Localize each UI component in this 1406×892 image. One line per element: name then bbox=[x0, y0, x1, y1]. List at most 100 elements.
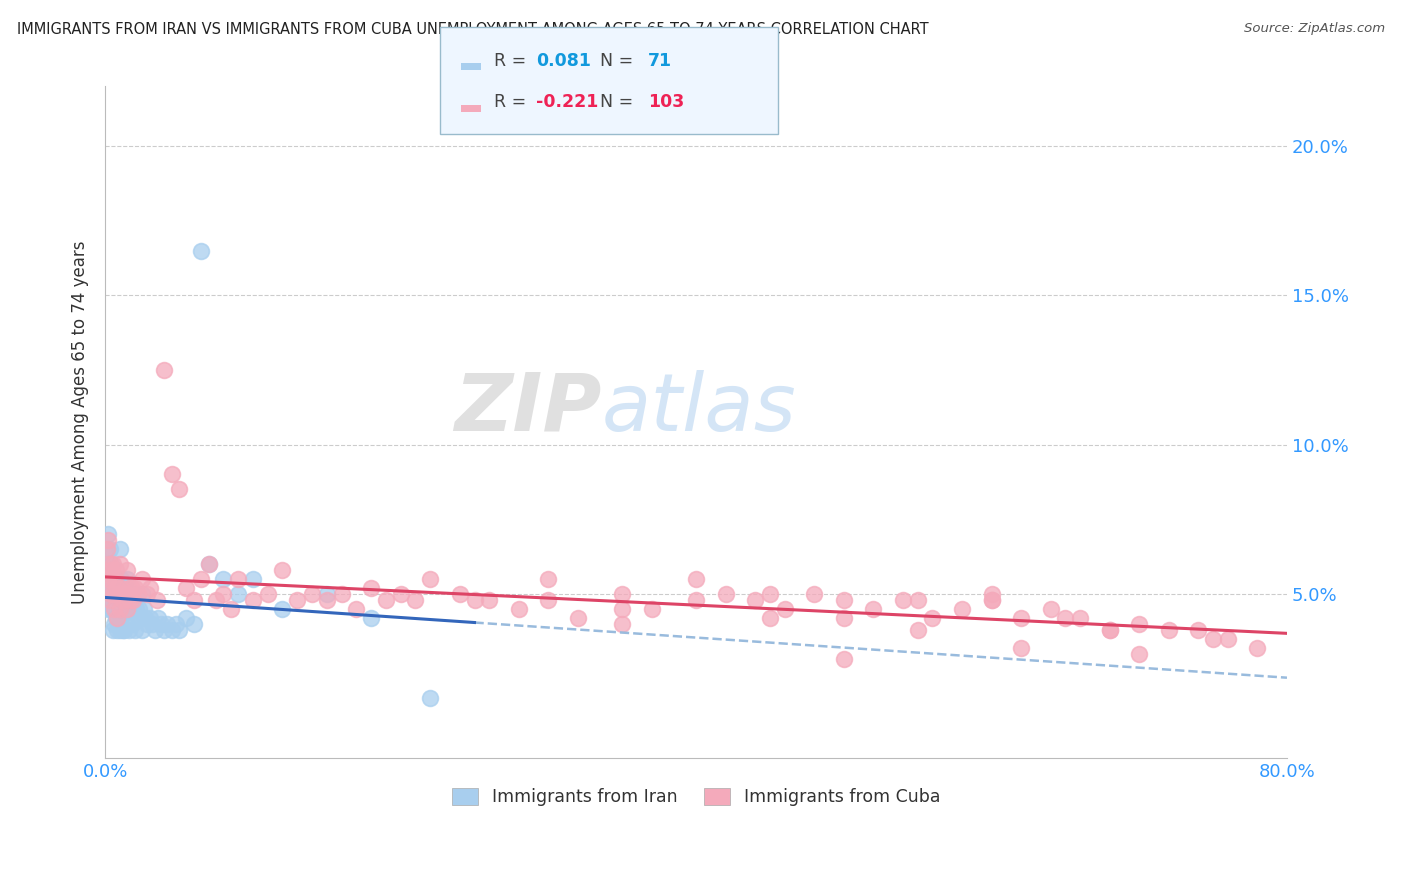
Point bbox=[118, 581, 141, 595]
Point bbox=[641, 601, 664, 615]
Point bbox=[107, 587, 129, 601]
Point bbox=[101, 557, 124, 571]
Point bbox=[131, 587, 153, 601]
Point bbox=[97, 527, 120, 541]
Point bbox=[537, 592, 560, 607]
Point bbox=[96, 587, 118, 601]
Point bbox=[183, 616, 205, 631]
Point bbox=[950, 601, 973, 615]
Point bbox=[891, 592, 914, 607]
Text: N =: N = bbox=[589, 52, 638, 70]
Point bbox=[129, 610, 152, 624]
Point bbox=[121, 581, 143, 595]
Point bbox=[120, 601, 142, 615]
Point bbox=[98, 557, 121, 571]
Point bbox=[124, 623, 146, 637]
Point bbox=[128, 601, 150, 615]
Point bbox=[921, 610, 943, 624]
Point bbox=[115, 601, 138, 615]
Point bbox=[135, 616, 157, 631]
Point bbox=[146, 592, 169, 607]
Point bbox=[108, 623, 131, 637]
Point bbox=[134, 610, 156, 624]
Point bbox=[105, 623, 128, 637]
Point bbox=[285, 592, 308, 607]
Point bbox=[197, 557, 219, 571]
Point bbox=[685, 592, 707, 607]
Point bbox=[121, 587, 143, 601]
Point bbox=[138, 581, 160, 595]
Point bbox=[1202, 632, 1225, 646]
Point bbox=[98, 592, 121, 607]
Point bbox=[103, 572, 125, 586]
Point bbox=[100, 563, 122, 577]
Point bbox=[117, 616, 139, 631]
Point bbox=[100, 557, 122, 571]
Point bbox=[124, 581, 146, 595]
Point bbox=[242, 592, 264, 607]
Point bbox=[111, 623, 134, 637]
Point bbox=[685, 572, 707, 586]
Point bbox=[97, 533, 120, 547]
Point bbox=[360, 610, 382, 624]
Point bbox=[389, 587, 412, 601]
Point bbox=[104, 610, 127, 624]
Text: ZIP: ZIP bbox=[454, 370, 602, 448]
Point bbox=[773, 601, 796, 615]
Y-axis label: Unemployment Among Ages 65 to 74 years: Unemployment Among Ages 65 to 74 years bbox=[72, 241, 89, 604]
Point bbox=[219, 601, 242, 615]
Point bbox=[759, 610, 782, 624]
Point bbox=[1128, 616, 1150, 631]
Point bbox=[105, 581, 128, 595]
Point bbox=[212, 572, 235, 586]
Point bbox=[1098, 623, 1121, 637]
Point bbox=[478, 592, 501, 607]
Point bbox=[360, 581, 382, 595]
Point bbox=[907, 592, 929, 607]
Point bbox=[108, 557, 131, 571]
Legend: Immigrants from Iran, Immigrants from Cuba: Immigrants from Iran, Immigrants from Cu… bbox=[446, 781, 948, 814]
Point bbox=[242, 572, 264, 586]
Text: 71: 71 bbox=[648, 52, 672, 70]
Point bbox=[96, 572, 118, 586]
Point bbox=[419, 572, 441, 586]
Point bbox=[190, 572, 212, 586]
Point bbox=[122, 592, 145, 607]
Point bbox=[714, 587, 737, 601]
Point bbox=[96, 542, 118, 557]
Point bbox=[226, 587, 249, 601]
Point bbox=[419, 691, 441, 706]
Point bbox=[118, 623, 141, 637]
Point bbox=[105, 587, 128, 601]
Point bbox=[124, 587, 146, 601]
Point bbox=[567, 610, 589, 624]
Point bbox=[153, 623, 176, 637]
Point bbox=[271, 563, 294, 577]
Point bbox=[156, 616, 179, 631]
Point bbox=[127, 610, 149, 624]
Point bbox=[103, 601, 125, 615]
Point bbox=[97, 601, 120, 615]
Point bbox=[271, 601, 294, 615]
Point bbox=[315, 587, 337, 601]
Point bbox=[127, 587, 149, 601]
Point bbox=[344, 601, 367, 615]
Point bbox=[132, 601, 155, 615]
Point bbox=[110, 572, 132, 586]
Text: IMMIGRANTS FROM IRAN VS IMMIGRANTS FROM CUBA UNEMPLOYMENT AMONG AGES 65 TO 74 YE: IMMIGRANTS FROM IRAN VS IMMIGRANTS FROM … bbox=[17, 22, 928, 37]
Point bbox=[112, 592, 135, 607]
Point bbox=[135, 587, 157, 601]
Point bbox=[907, 623, 929, 637]
Text: R =: R = bbox=[494, 52, 531, 70]
Point bbox=[832, 592, 855, 607]
Point bbox=[537, 572, 560, 586]
Point bbox=[111, 587, 134, 601]
Point bbox=[108, 601, 131, 615]
Point bbox=[612, 587, 634, 601]
Point bbox=[167, 623, 190, 637]
Point bbox=[103, 587, 125, 601]
Point bbox=[301, 587, 323, 601]
Point bbox=[1128, 647, 1150, 661]
Point bbox=[1098, 623, 1121, 637]
Point bbox=[463, 592, 485, 607]
